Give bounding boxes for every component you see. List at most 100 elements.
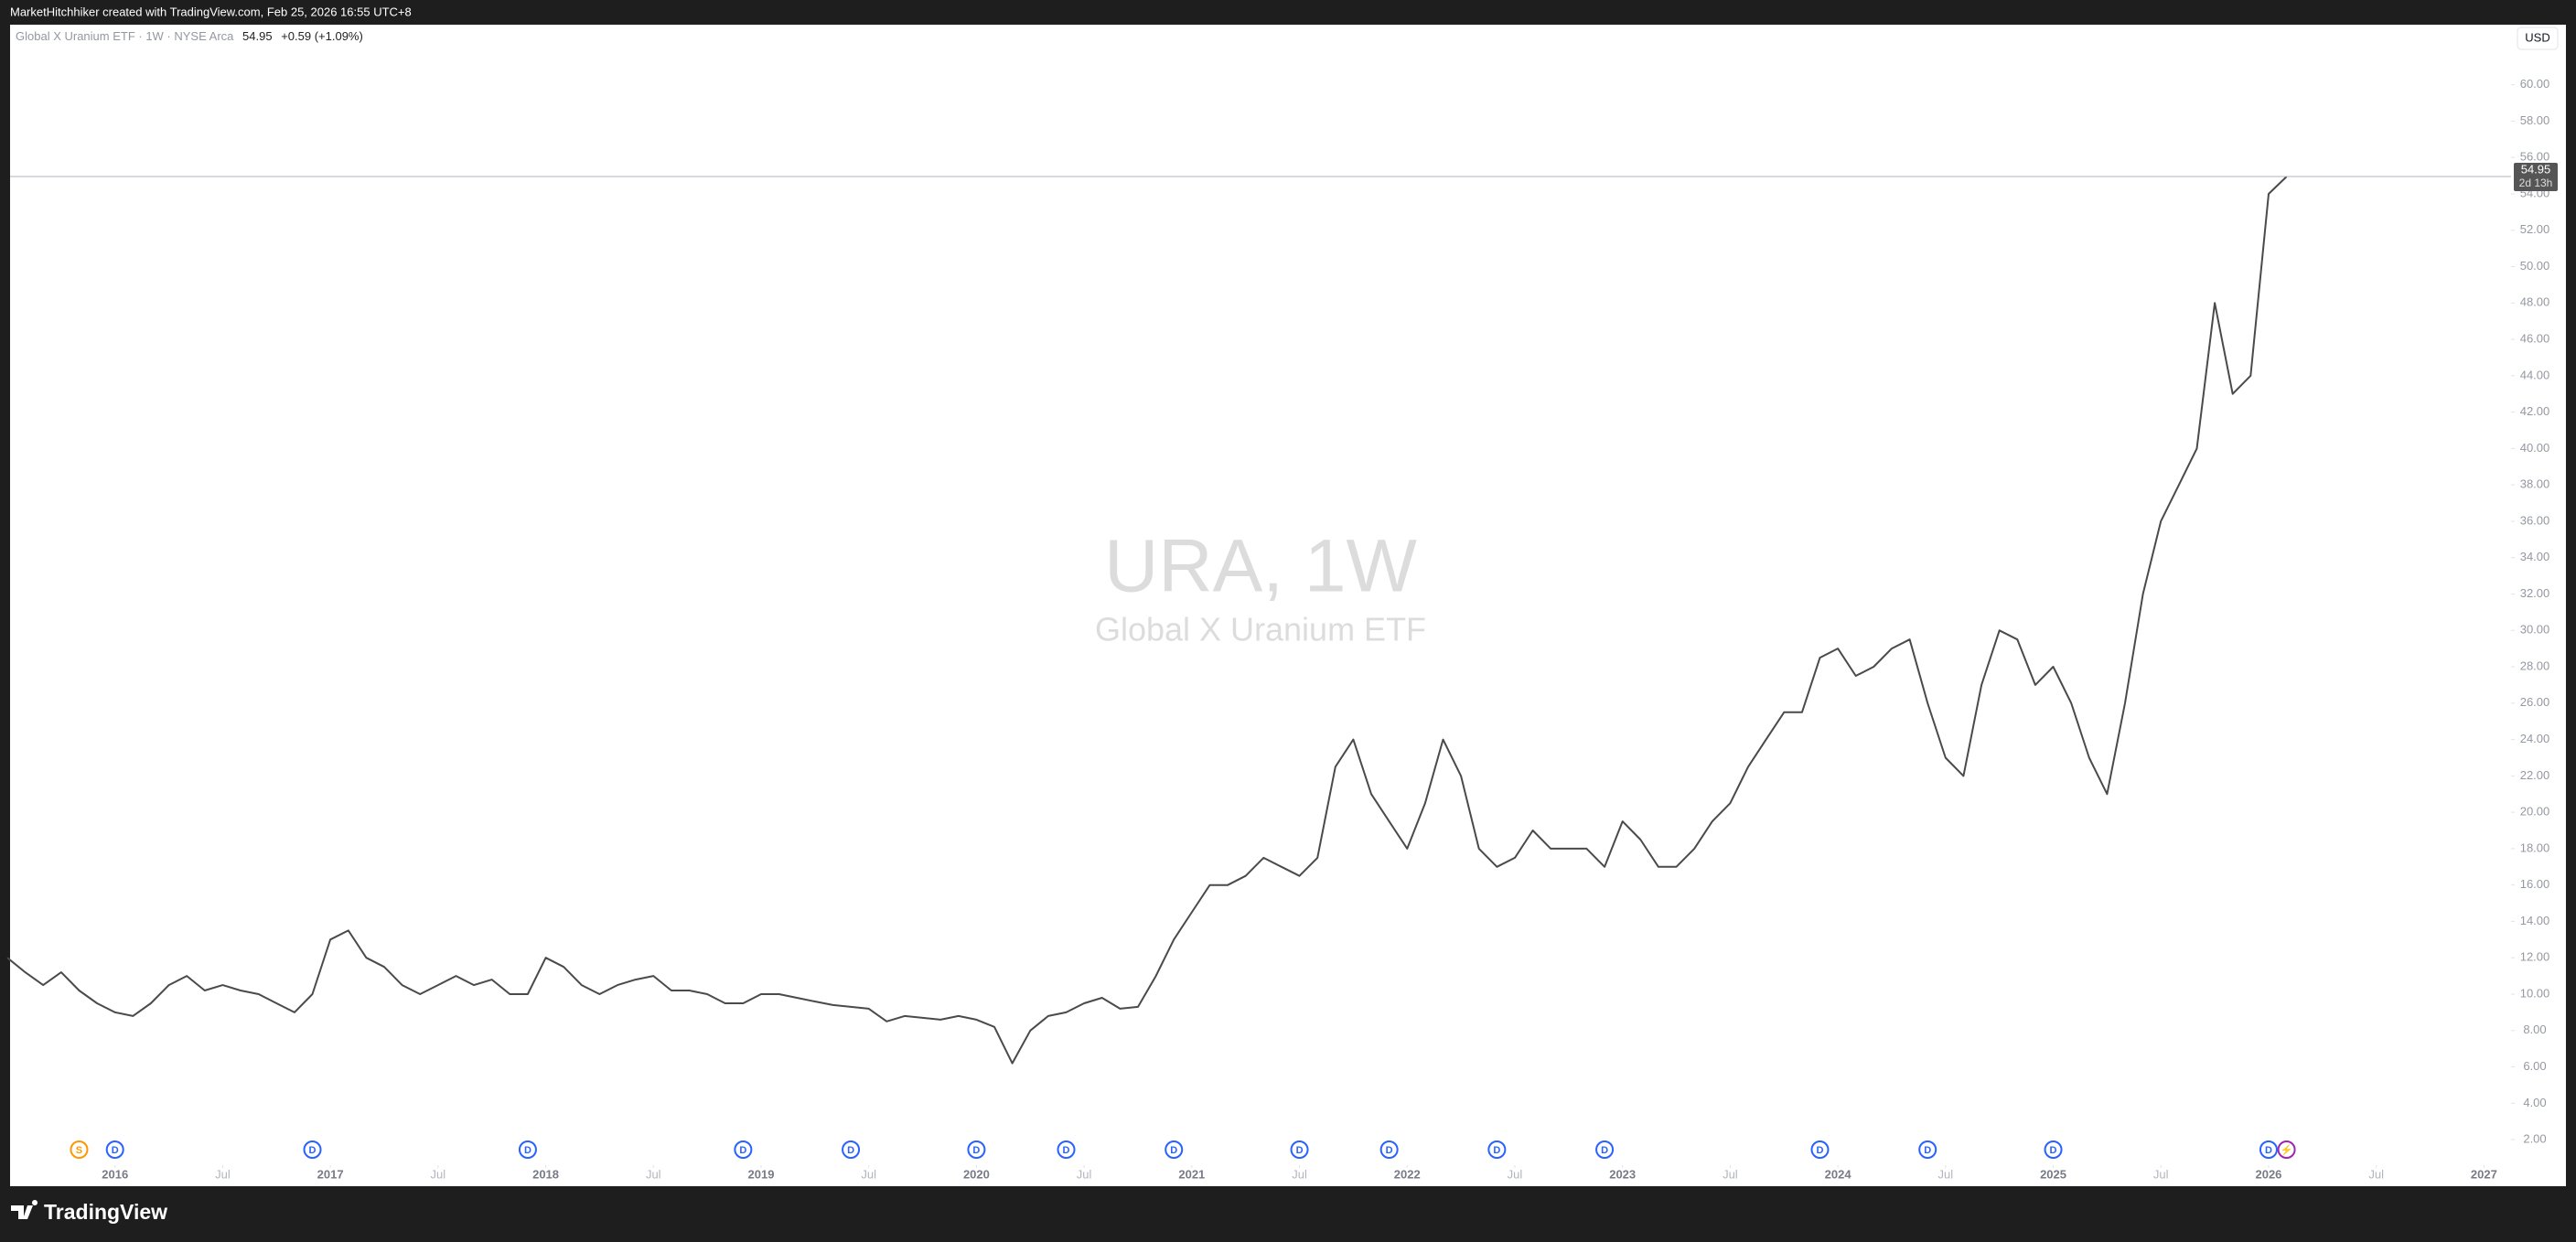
y-tick-label: 34.00 <box>2520 550 2550 563</box>
x-tick-label: 2019 <box>748 1167 775 1181</box>
x-tick-label: 2022 <box>1394 1167 1421 1181</box>
event-marker <box>1057 1140 1076 1159</box>
y-tick-label: 24.00 <box>2520 732 2550 745</box>
x-tick-label: 2017 <box>317 1167 344 1181</box>
y-tick-label: 14.00 <box>2520 914 2550 927</box>
event-marker <box>1487 1140 1507 1159</box>
last-price-label: 54.95 <box>2521 162 2551 176</box>
x-tick-label: Jul <box>861 1167 876 1181</box>
event-label: D <box>1386 1145 1393 1156</box>
event-label: D <box>1296 1145 1304 1156</box>
y-tick-label: 6.00 <box>2523 1059 2546 1073</box>
y-tick-label: 36.00 <box>2520 513 2550 527</box>
x-tick-label: Jul <box>1508 1167 1523 1181</box>
brand: TradingView <box>44 1200 167 1224</box>
event-label: D <box>309 1145 317 1156</box>
event-label: ⚡ <box>2281 1144 2293 1156</box>
currency-button[interactable] <box>2517 27 2559 50</box>
y-tick-label: 12.00 <box>2520 950 2550 964</box>
event-marker <box>1165 1140 1184 1159</box>
y-tick-label: 52.00 <box>2520 222 2550 236</box>
y-tick-label: 18.00 <box>2520 840 2550 854</box>
event-label: S <box>76 1145 82 1156</box>
event-marker <box>967 1140 986 1159</box>
y-tick-label: 56.00 <box>2520 150 2550 164</box>
x-tick-label: Jul <box>215 1167 231 1181</box>
x-tick-label: 2025 <box>2040 1167 2066 1181</box>
y-tick-label: 22.00 <box>2520 768 2550 782</box>
x-tick-label: Jul <box>1077 1167 1092 1181</box>
event-marker <box>518 1140 537 1159</box>
chart-area <box>10 25 2566 1186</box>
y-tick-label: 26.00 <box>2520 695 2550 709</box>
legend-last: 54.95 <box>242 29 273 43</box>
y-tick-label: 40.00 <box>2520 441 2550 455</box>
x-tick-label: 2024 <box>1825 1167 1852 1181</box>
event-label: D <box>2265 1145 2272 1156</box>
event-label: D <box>524 1145 531 1156</box>
event-label: D <box>1924 1145 1931 1156</box>
legend-name: Global X Uranium ETF · 1W · NYSE Arca <box>16 29 234 43</box>
y-tick-label: 28.00 <box>2520 658 2550 672</box>
event-label: D <box>1817 1145 1824 1156</box>
last-price-box <box>2514 163 2558 192</box>
event-label: D <box>112 1145 119 1156</box>
x-tick-label: 2027 <box>2471 1167 2497 1181</box>
legend: Global X Uranium ETF · 1W · NYSE Arca 54… <box>16 29 363 43</box>
event-label: D <box>1493 1145 1500 1156</box>
event-label: D <box>739 1145 746 1156</box>
brand-logo <box>11 1200 38 1219</box>
x-tick-label: Jul <box>2368 1167 2384 1181</box>
y-tick-label: 44.00 <box>2520 368 2550 381</box>
x-tick-label: Jul <box>431 1167 446 1181</box>
event-marker <box>842 1140 861 1159</box>
event-label: D <box>1170 1145 1177 1156</box>
x-tick-label: 2016 <box>102 1167 128 1181</box>
y-tick-label: 8.00 <box>2523 1023 2546 1036</box>
y-tick-label: 10.00 <box>2520 986 2550 1000</box>
y-tick-label: 42.00 <box>2520 404 2550 418</box>
y-tick-label: 4.00 <box>2523 1096 2546 1109</box>
y-tick-label: 60.00 <box>2520 77 2550 91</box>
x-tick-label: Jul <box>1723 1167 1738 1181</box>
x-tick-label: 2021 <box>1178 1167 1205 1181</box>
currency[interactable]: USD <box>2525 30 2549 44</box>
event-marker <box>1290 1140 1309 1159</box>
event-marker <box>2277 1140 2296 1159</box>
countdown: 2d 13h <box>2519 177 2553 189</box>
event-marker <box>2044 1140 2063 1159</box>
event-marker <box>734 1140 753 1159</box>
event-label: D <box>972 1145 980 1156</box>
x-tick-label: Jul <box>1938 1167 1954 1181</box>
event-marker <box>1810 1140 1830 1159</box>
legend-change: +0.59 (+1.09%) <box>281 29 363 43</box>
price-line <box>6 176 2288 1065</box>
y-tick-label: 46.00 <box>2520 331 2550 345</box>
event-marker <box>2259 1140 2278 1159</box>
x-tick-label: Jul <box>1292 1167 1307 1181</box>
event-marker <box>105 1140 124 1159</box>
event-label: D <box>847 1145 854 1156</box>
y-tick-label: 30.00 <box>2520 623 2550 637</box>
y-tick-label: 48.00 <box>2520 295 2550 309</box>
header: MarketHitchhiker created with TradingVie… <box>10 5 412 18</box>
x-tick-label: 2018 <box>532 1167 559 1181</box>
event-label: D <box>1063 1145 1070 1156</box>
watermark-subtitle: Global X Uranium ETF <box>1095 611 1426 648</box>
event-marker <box>303 1140 322 1159</box>
event-label: D <box>2050 1145 2057 1156</box>
x-tick-label: 2023 <box>1609 1167 1636 1181</box>
x-tick-label: 2026 <box>2255 1167 2281 1181</box>
event-label: D <box>1601 1145 1608 1156</box>
x-tick-label: Jul <box>2153 1167 2169 1181</box>
y-tick-label: 2.00 <box>2523 1132 2546 1146</box>
y-tick-label: 38.00 <box>2520 477 2550 491</box>
y-tick-label: 20.00 <box>2520 805 2550 819</box>
event-marker <box>70 1140 89 1159</box>
y-tick-label: 58.00 <box>2520 113 2550 127</box>
x-tick-label: Jul <box>646 1167 661 1181</box>
event-marker <box>1918 1140 1937 1159</box>
y-tick-label: 16.00 <box>2520 877 2550 891</box>
